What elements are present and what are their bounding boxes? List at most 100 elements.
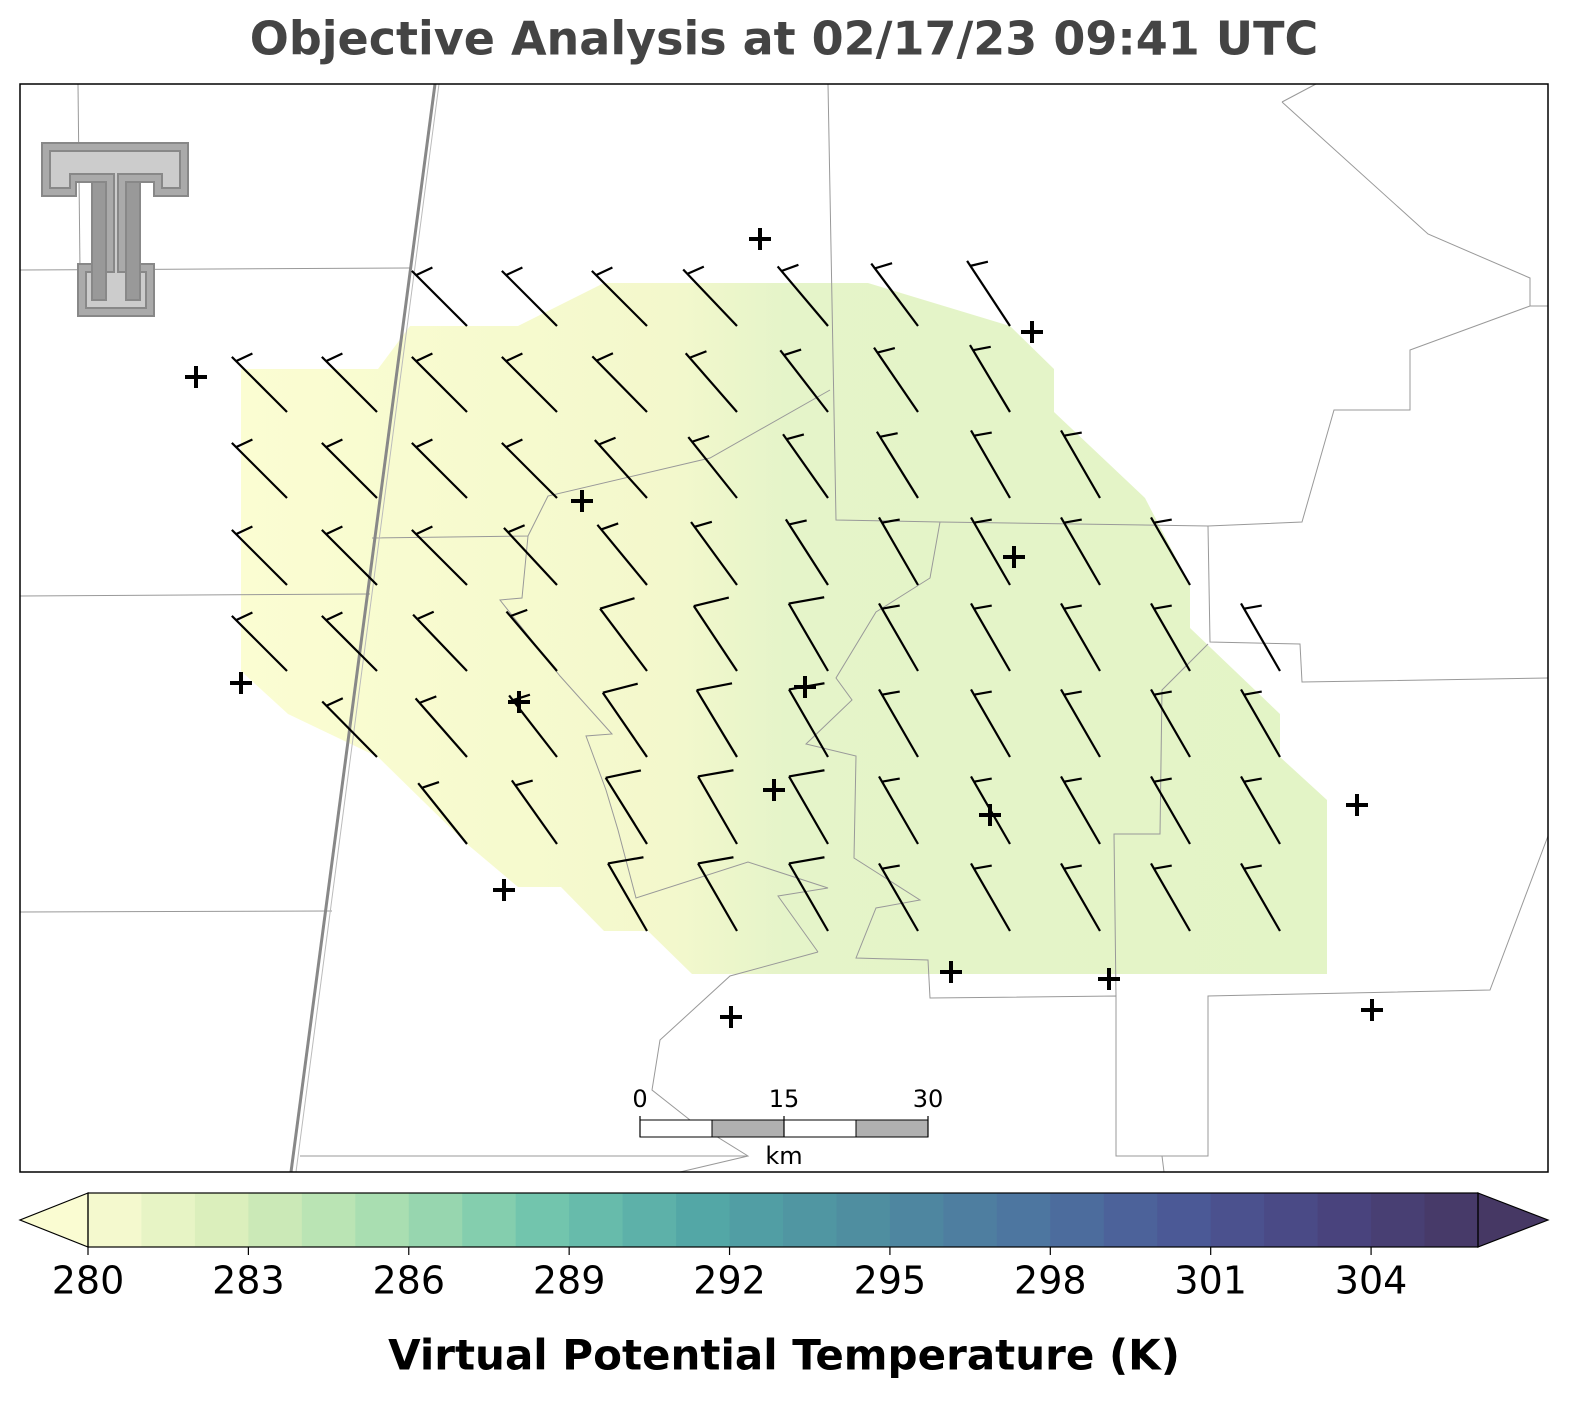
barb-shaft — [692, 605, 738, 672]
barb-flag — [596, 352, 614, 362]
barb-flag — [512, 693, 531, 702]
colorbar-tick-label: 301 — [1174, 1259, 1247, 1303]
station-marker — [185, 366, 207, 388]
colorbar-tick-label: 280 — [52, 1259, 125, 1303]
barb-shaft — [412, 613, 468, 672]
scale-segment — [855, 1119, 929, 1138]
scale-segment — [783, 1119, 857, 1138]
barb-flag — [415, 525, 433, 536]
colorbar-tick-label: 295 — [854, 1259, 927, 1303]
station-marker — [749, 228, 771, 250]
scale-tick-label: 15 — [769, 1085, 800, 1113]
barb-flag — [505, 266, 523, 277]
barb-flag — [235, 438, 253, 449]
barb-shaft — [966, 260, 1011, 327]
barb-flag — [1153, 864, 1172, 870]
barb-flag — [325, 525, 343, 536]
station-marker — [571, 490, 593, 512]
barb-shaft — [501, 442, 558, 499]
barb-shaft — [784, 518, 829, 586]
colorbar-extend-low — [18, 1192, 89, 1248]
barb-flag — [515, 779, 533, 787]
boundaries — [19, 83, 1549, 1173]
barb-flag — [1063, 690, 1082, 696]
barb-flag — [416, 610, 435, 620]
barb-shaft — [878, 688, 919, 758]
station-marker — [794, 676, 816, 698]
barb-flag — [1243, 864, 1262, 870]
barb-shaft — [411, 270, 468, 327]
barb-flag — [788, 856, 825, 865]
barb-shaft — [873, 346, 919, 413]
barb-shaft — [414, 697, 468, 758]
colorbar-level — [889, 1193, 944, 1247]
colorbar-level — [1157, 1193, 1212, 1247]
station-marker — [763, 779, 785, 801]
barb-shaft — [1240, 688, 1281, 758]
colorbar-level — [1103, 1193, 1158, 1247]
barb-shaft — [411, 442, 468, 499]
colorbar-frame — [87, 1192, 1479, 1248]
barb-shaft — [411, 356, 468, 413]
barb-shaft — [878, 516, 919, 586]
barb-shaft — [1060, 516, 1101, 586]
scale-segment — [639, 1119, 713, 1138]
scale-tick-label: 0 — [632, 1085, 647, 1113]
barb-shaft — [970, 602, 1011, 672]
barb-shaft — [1240, 775, 1281, 845]
barb-shaft — [875, 431, 919, 499]
barb-flag — [598, 436, 616, 446]
barb-flag — [786, 433, 805, 441]
barb-shaft — [1060, 602, 1101, 672]
barb-shaft — [878, 602, 919, 672]
barb-shaft — [682, 268, 738, 327]
barb-shaft — [788, 862, 829, 932]
wind-barbs — [231, 260, 1281, 932]
barb-shaft — [787, 603, 829, 672]
barb-flag — [1063, 518, 1082, 524]
map-frame — [19, 83, 1549, 1173]
barb-shaft — [970, 688, 1011, 758]
barb-flag — [1243, 690, 1262, 696]
barb-shaft — [321, 356, 378, 413]
colorbar-level — [1371, 1193, 1426, 1247]
barb-shaft — [1060, 775, 1101, 845]
barb-flag — [1063, 864, 1082, 870]
barb-shaft — [878, 862, 919, 932]
barb-flag — [1153, 777, 1172, 783]
colorbar-level — [729, 1193, 784, 1247]
barb-flag — [507, 524, 526, 534]
scale-unit: km — [765, 1142, 802, 1170]
barb-flag — [607, 856, 644, 865]
barb-flag — [881, 690, 900, 696]
barb-flag — [973, 690, 992, 696]
barb-shaft — [594, 439, 648, 499]
colorbar-tick-label: 286 — [373, 1259, 446, 1303]
barb-shaft — [599, 608, 648, 672]
barb-shaft — [870, 262, 919, 327]
scale-tick-label: 30 — [913, 1085, 944, 1113]
station-marker — [940, 961, 962, 983]
barb-shaft — [1150, 602, 1191, 672]
barb-shaft — [1150, 516, 1191, 586]
barb-flag — [881, 604, 900, 610]
colorbar-level — [1264, 1193, 1319, 1247]
barb-shaft — [970, 516, 1011, 586]
barb-flag — [325, 611, 343, 622]
barb-flag — [879, 432, 898, 438]
barb-flag — [602, 682, 638, 694]
barb-shaft — [779, 349, 829, 413]
barb-flag — [415, 352, 433, 363]
map: 0 15 30 km — [19, 83, 1549, 1173]
barb-shaft — [1060, 862, 1101, 932]
barb-shaft — [591, 355, 648, 413]
barb-shaft — [969, 344, 1011, 413]
stations — [185, 228, 1383, 1028]
barb-flag — [415, 266, 433, 277]
barb-flag — [505, 352, 523, 363]
colorbar-level — [676, 1193, 731, 1247]
barb-flag — [1153, 604, 1172, 610]
barb-flag — [235, 525, 253, 536]
barb-shaft — [1150, 775, 1191, 845]
colorbar-level — [783, 1193, 837, 1247]
